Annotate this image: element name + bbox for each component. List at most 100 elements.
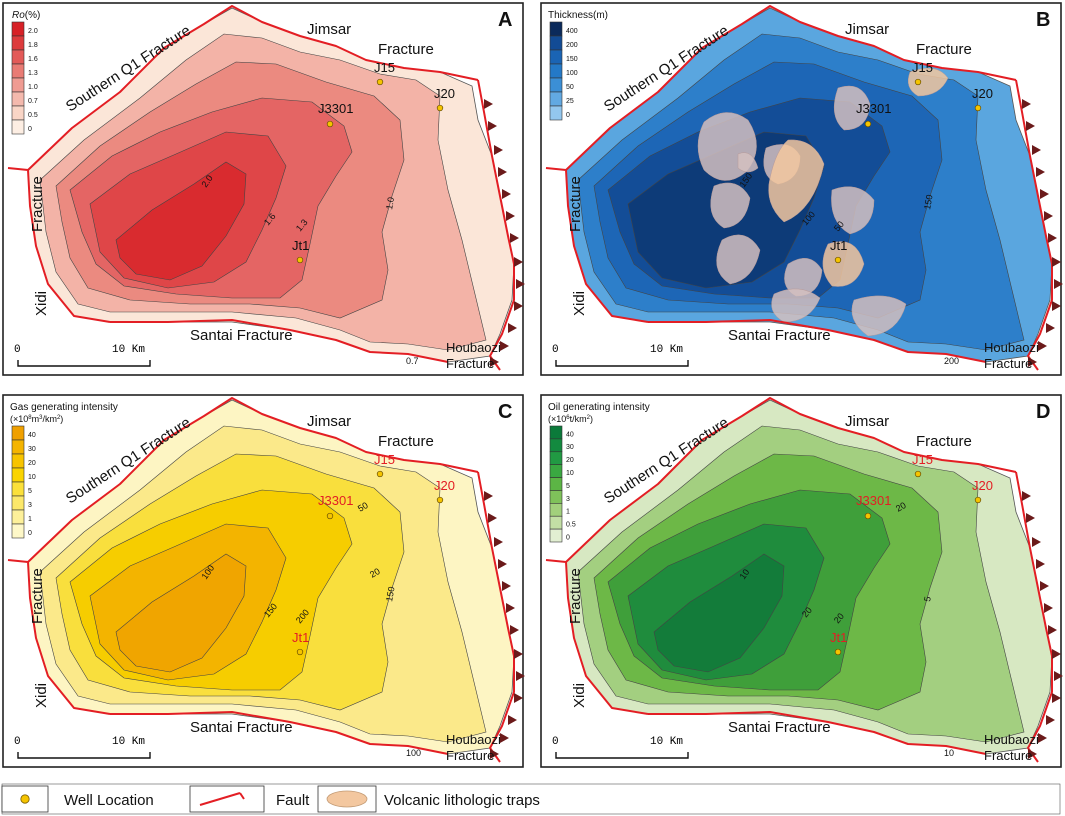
thrust-tick — [1054, 671, 1063, 681]
scale-line — [555, 360, 689, 367]
fracture-top-label: Fracture — [916, 41, 972, 58]
legend-swatch — [11, 77, 25, 93]
well-marker — [834, 256, 842, 264]
legend-value: 1.6 — [28, 56, 38, 63]
scale-bar: 0 10 Km — [14, 736, 151, 759]
well-legend-icon — [20, 794, 30, 804]
thrust-tick — [1046, 715, 1055, 725]
thrust-tick — [1052, 649, 1061, 659]
legend-value: 10 — [566, 470, 574, 477]
legend-value: 3 — [566, 496, 570, 503]
legend-swatch — [549, 21, 563, 37]
houbaozi-label: Houbaozi — [446, 732, 501, 747]
scale-ten: 10 Km — [650, 344, 683, 356]
thrust-tick — [1028, 357, 1037, 367]
trap-polygon — [851, 295, 907, 337]
well-marker — [376, 78, 384, 86]
jimsar-label: Jimsar — [845, 21, 889, 38]
legend-value: 150 — [566, 56, 578, 63]
legend-value: 10 — [28, 474, 36, 481]
legend-value: 30 — [28, 446, 36, 453]
thrust-tick — [488, 121, 497, 131]
thrust-ticks — [484, 99, 525, 367]
well-label: J20 — [972, 86, 993, 101]
scale-bar: 0 10 Km — [14, 344, 151, 367]
fracture-top-label: Fracture — [378, 41, 434, 58]
trap-polygon — [716, 234, 761, 285]
well-label: J15 — [374, 452, 395, 467]
legend-value: 0 — [28, 126, 32, 133]
legend-swatch — [549, 490, 563, 504]
thrust-tick — [1040, 581, 1049, 591]
xidi-label: Xidi — [571, 683, 588, 708]
fault-west — [7, 559, 111, 715]
thrust-tick — [490, 357, 499, 367]
legend-value: 0 — [566, 112, 570, 119]
thrust-tick — [498, 559, 507, 569]
legend-swatch — [11, 425, 25, 441]
jimsar-label: Jimsar — [307, 21, 351, 38]
thrust-tick — [502, 189, 511, 199]
legend-swatch — [549, 63, 563, 79]
contour-label: 150 — [384, 586, 396, 603]
panel-letter: C — [498, 401, 512, 423]
fracture-top-label: Fracture — [378, 433, 434, 450]
legend-swatch — [549, 451, 563, 465]
fault-north — [27, 397, 479, 563]
fracture-left-label: Fracture — [29, 568, 46, 624]
well-legend-label: Well Location — [64, 792, 154, 809]
well-label: Jt1 — [292, 238, 309, 253]
xidi-label: Xidi — [571, 291, 588, 316]
scale-zero: 0 — [14, 736, 21, 748]
fracture-bottom-label: Fracture — [984, 748, 1032, 763]
scale-ten: 10 Km — [112, 344, 145, 356]
thrust-tick — [500, 733, 509, 743]
fault-east — [477, 79, 515, 371]
thrust-tick — [500, 341, 509, 351]
well-label: J3301 — [856, 493, 891, 508]
contour-label: 10 — [944, 748, 954, 758]
trap-polygon — [771, 288, 821, 323]
legend-swatch — [549, 425, 563, 440]
well-marker — [864, 512, 872, 520]
color-legend: Thickness(m) 400 200 150 100 50 25 0 — [548, 10, 608, 121]
legend-swatch — [549, 503, 563, 517]
legend-value: 0.7 — [28, 98, 38, 105]
scale-line — [17, 752, 151, 759]
thrust-tick — [498, 167, 507, 177]
contour-label: 1.0 — [384, 196, 396, 210]
fault-north — [565, 5, 1017, 171]
legend-swatch — [11, 105, 25, 121]
thrust-tick — [1038, 341, 1047, 351]
well-marker — [974, 104, 982, 112]
bottom-legend: Well Location Fault Volcanic lithologic … — [1, 783, 1061, 815]
santai-fracture-label: Santai Fracture — [728, 719, 831, 736]
scale-ten: 10 Km — [112, 736, 145, 748]
legend-value: 0 — [28, 530, 32, 537]
legend-swatch — [549, 528, 563, 543]
thrust-tick — [1026, 513, 1035, 523]
thrust-tick — [1022, 99, 1031, 109]
legend-value: 0 — [566, 534, 570, 541]
legend-swatch — [549, 438, 563, 453]
legend-value: 20 — [566, 457, 574, 464]
legend-value: 3 — [28, 502, 32, 509]
fault-north — [565, 397, 1017, 563]
contour-band — [653, 553, 785, 673]
thrust-tick — [1040, 189, 1049, 199]
scale-line — [555, 752, 689, 759]
trap-polygon — [833, 85, 871, 131]
trap-polygon — [822, 241, 865, 287]
well-marker — [436, 104, 444, 112]
thrust-tick — [494, 145, 503, 155]
well-label: J15 — [912, 60, 933, 75]
fracture-bottom-label: Fracture — [446, 356, 494, 371]
thrust-tick — [1052, 301, 1061, 311]
thrust-tick — [1044, 211, 1053, 221]
fault-south — [648, 711, 987, 755]
legend-swatch — [11, 439, 25, 455]
well-marker — [834, 648, 842, 656]
scale-bar: 0 10 Km — [552, 344, 689, 367]
